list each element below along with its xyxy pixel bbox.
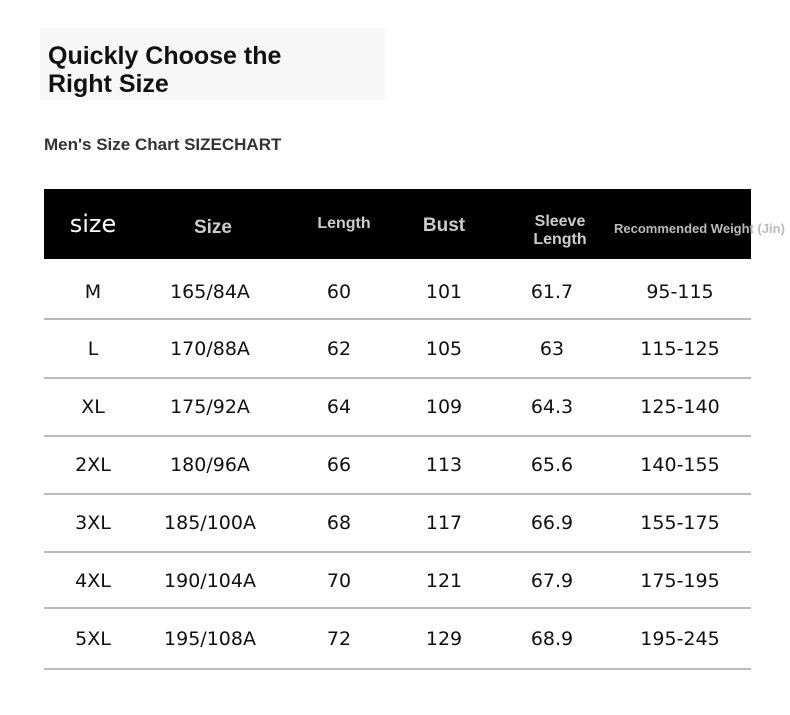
- table-cell: 66.9: [530, 512, 574, 534]
- table-cell: 68.9: [530, 628, 574, 650]
- row-divider: [44, 435, 751, 437]
- table-cell: 109: [425, 396, 463, 418]
- table-cell: 180/96A: [170, 454, 250, 476]
- table-cell: 190/104A: [164, 570, 256, 592]
- table-cell: 195/108A: [164, 628, 256, 650]
- table-cell: 4XL: [75, 570, 111, 592]
- table-cell: 121: [425, 570, 463, 592]
- table-cell: 3XL: [75, 512, 111, 534]
- table-cell: 105: [425, 338, 463, 360]
- table-cell: 68: [326, 512, 352, 534]
- table-cell: 63: [539, 338, 565, 360]
- column-header: size: [69, 210, 117, 238]
- table-cell: 195-245: [640, 628, 720, 650]
- table-cell: 125-140: [640, 396, 720, 418]
- row-divider: [44, 318, 751, 320]
- table-cell: 64.3: [530, 396, 574, 418]
- table-cell: 165/84A: [170, 281, 250, 303]
- row-divider: [44, 493, 751, 495]
- table-cell: 140-155: [640, 454, 720, 476]
- table-cell: 117: [425, 512, 463, 534]
- table-cell: 101: [425, 281, 463, 303]
- row-divider: [44, 668, 751, 670]
- table-cell: 65.6: [530, 454, 574, 476]
- title-background: [40, 28, 385, 100]
- table-cell: 175/92A: [170, 396, 250, 418]
- table-cell: 72: [326, 628, 352, 650]
- column-header: Size: [193, 217, 233, 238]
- subtitle: Men's Size Chart SIZECHART: [44, 135, 282, 154]
- table-cell: 67.9: [530, 570, 574, 592]
- table-cell: 66: [326, 454, 352, 476]
- row-divider: [44, 551, 751, 553]
- table-cell: 5XL: [75, 628, 111, 650]
- title: Quickly Choose the Right Size: [48, 42, 282, 98]
- table-header: [44, 189, 751, 259]
- table-cell: 61.7: [530, 281, 574, 303]
- column-header: Sleeve Length: [533, 213, 587, 248]
- table-cell: 70: [326, 570, 352, 592]
- row-divider: [44, 377, 751, 379]
- table-cell: 129: [425, 628, 463, 650]
- column-header: Length: [317, 215, 371, 232]
- table-cell: 170/88A: [170, 338, 250, 360]
- table-cell: 62: [326, 338, 352, 360]
- table-cell: 115-125: [640, 338, 720, 360]
- table-cell: 64: [326, 396, 352, 418]
- table-cell: M: [84, 281, 102, 303]
- column-header: Bust: [422, 215, 466, 236]
- row-divider: [44, 607, 751, 609]
- column-header: Recommended Weight (Jin): [614, 221, 785, 236]
- table-cell: XL: [81, 396, 105, 418]
- table-cell: 185/100A: [164, 512, 256, 534]
- table-cell: 2XL: [75, 454, 111, 476]
- table-cell: 113: [425, 454, 463, 476]
- table-cell: L: [87, 338, 99, 360]
- table-cell: 95-115: [646, 281, 714, 303]
- table-cell: 175-195: [640, 570, 720, 592]
- table-cell: 60: [326, 281, 352, 303]
- table-cell: 155-175: [640, 512, 720, 534]
